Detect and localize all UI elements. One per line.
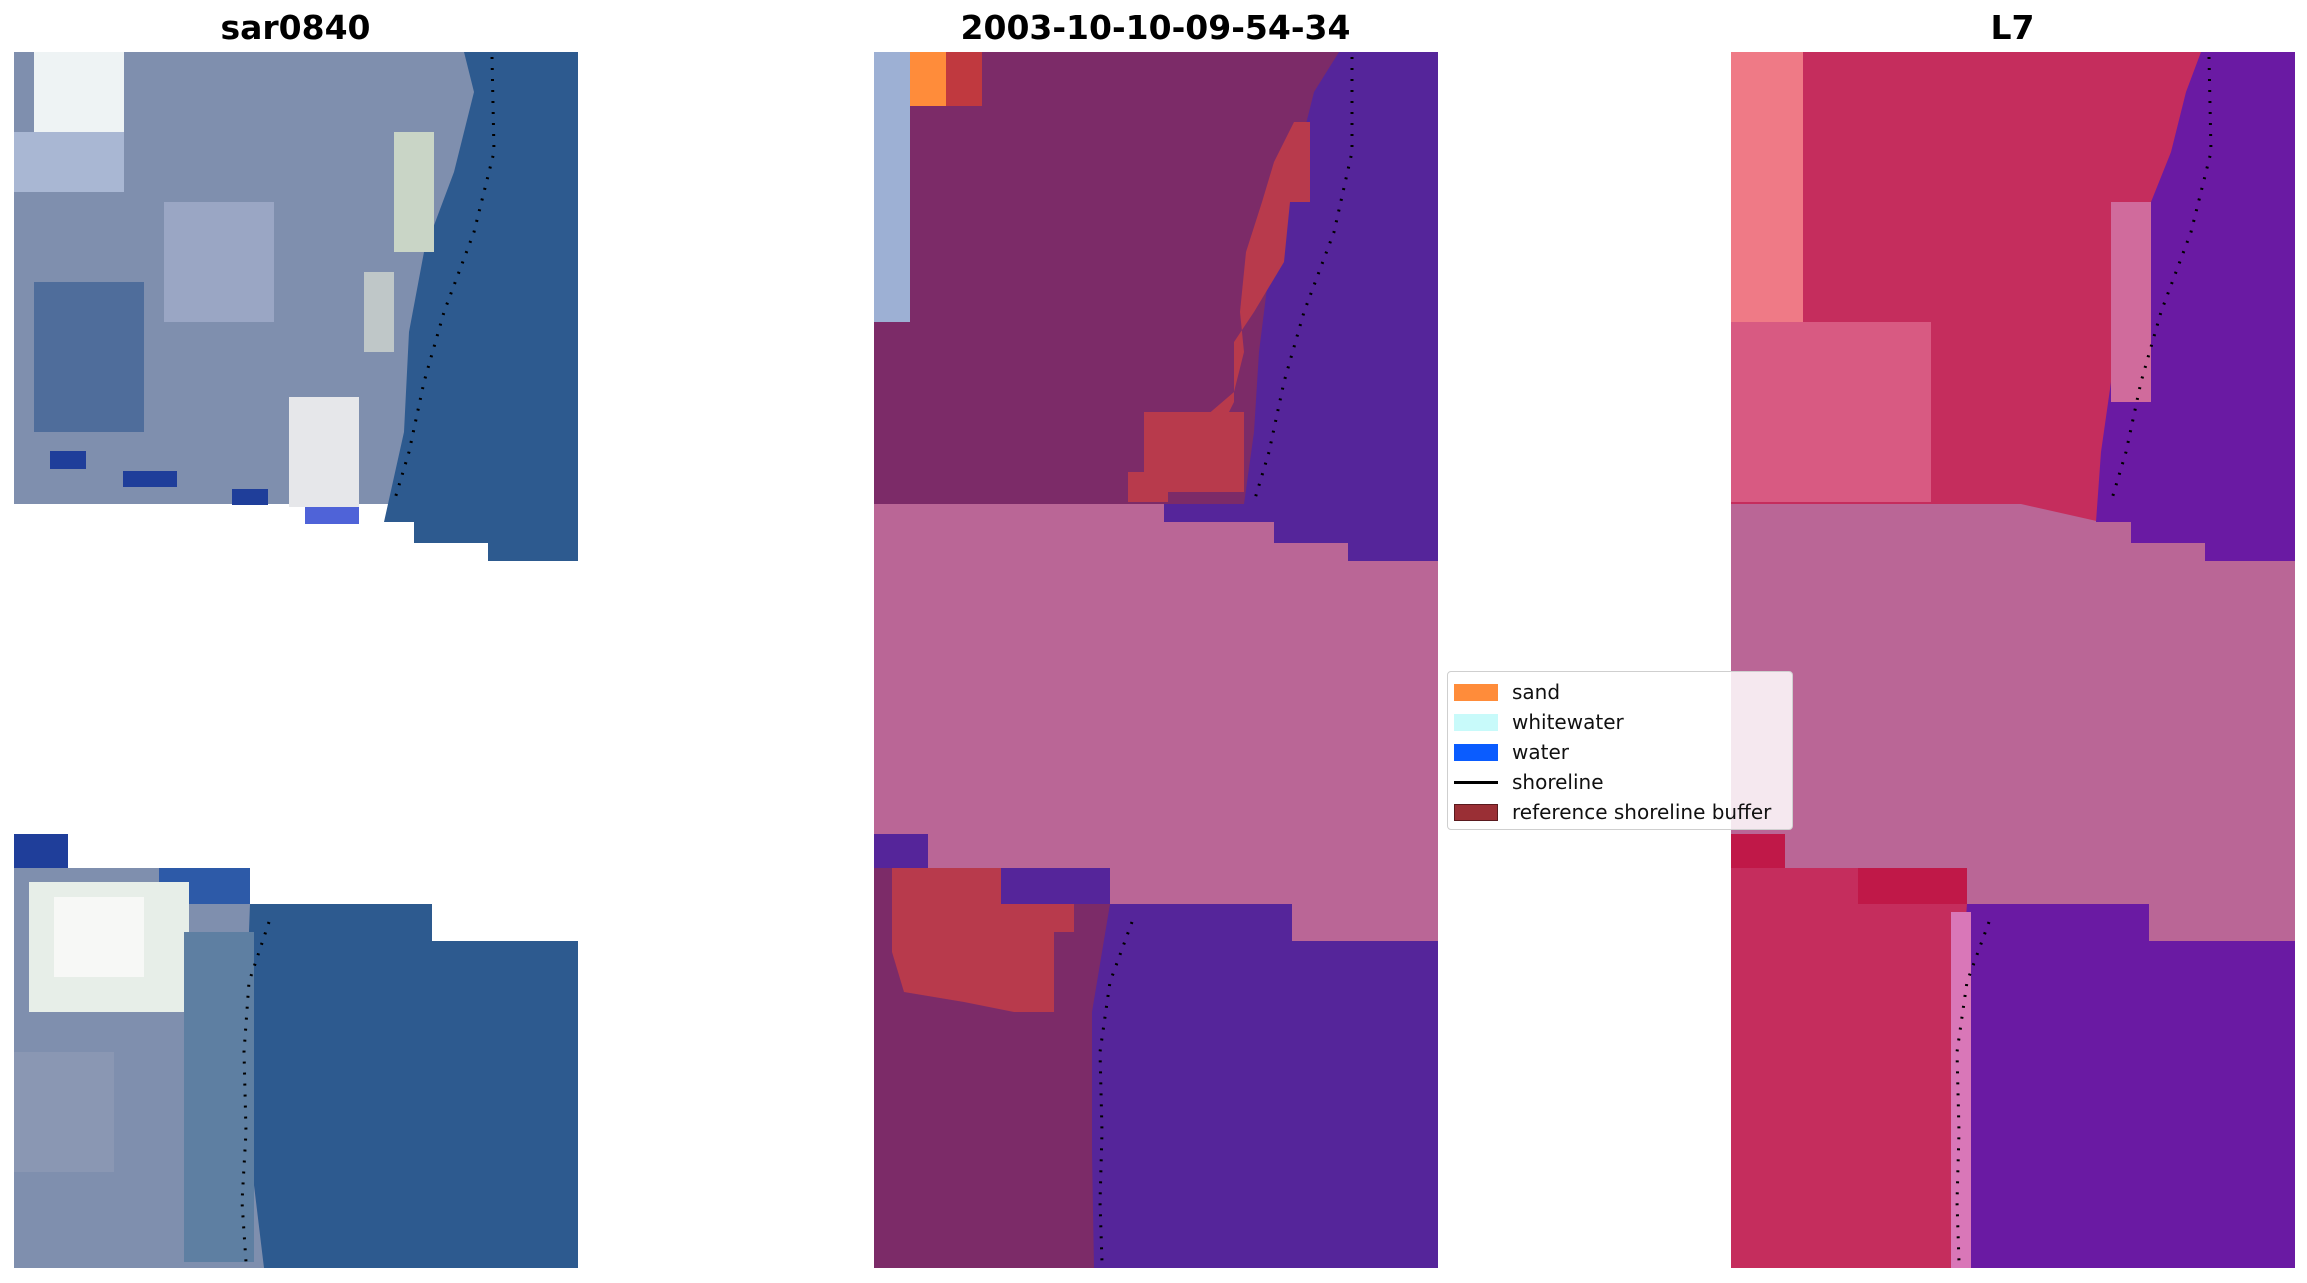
legend-item-water: water <box>1454 740 1569 764</box>
class-water-top <box>1164 52 1438 561</box>
panel-title-mndwi: L7 <box>1990 8 2035 47</box>
legend-label-reference-buffer: reference shoreline buffer <box>1512 800 1772 824</box>
legend-label-water: water <box>1512 740 1569 764</box>
legend-item-sand: sand <box>1454 680 1560 704</box>
mndwi-panel <box>1731 52 2295 1268</box>
shoreline-mndwi-top <box>2109 56 2213 503</box>
legend-item-whitewater: whitewater <box>1454 710 1624 734</box>
classification-panel <box>874 52 1438 1268</box>
legend-swatch-sand <box>1454 683 1498 701</box>
legend-label-shoreline: shoreline <box>1512 770 1604 794</box>
buffer-bottom <box>892 868 1074 1012</box>
shoreline-rgb-top <box>392 56 496 503</box>
legend-item-shoreline: shoreline <box>1454 770 1604 794</box>
mndwi-water-top <box>2096 52 2295 561</box>
legend-item-reference-buffer: reference shoreline buffer <box>1454 800 1771 824</box>
class-water-bottom <box>1092 904 1438 1268</box>
legend-swatch-shoreline <box>1454 780 1498 784</box>
legend-swatch-whitewater <box>1454 713 1498 731</box>
panel-title-classification: 2003-10-10-09-54-34 <box>960 8 1351 47</box>
legend-label-sand: sand <box>1512 680 1561 704</box>
legend-swatch-reference-buffer <box>1454 803 1498 821</box>
legend: sand whitewater water shoreline referenc… <box>1447 671 1793 830</box>
panel-title-rgb: sar0840 <box>220 8 371 47</box>
rgb-water-top <box>384 52 578 561</box>
buffer-top <box>1164 122 1310 462</box>
mndwi-water-bottom <box>1959 904 2295 1268</box>
rgb-image-panel <box>14 52 578 1268</box>
legend-label-whitewater: whitewater <box>1512 710 1624 734</box>
rgb-water-bottom <box>246 904 578 1268</box>
legend-swatch-water <box>1454 743 1498 761</box>
